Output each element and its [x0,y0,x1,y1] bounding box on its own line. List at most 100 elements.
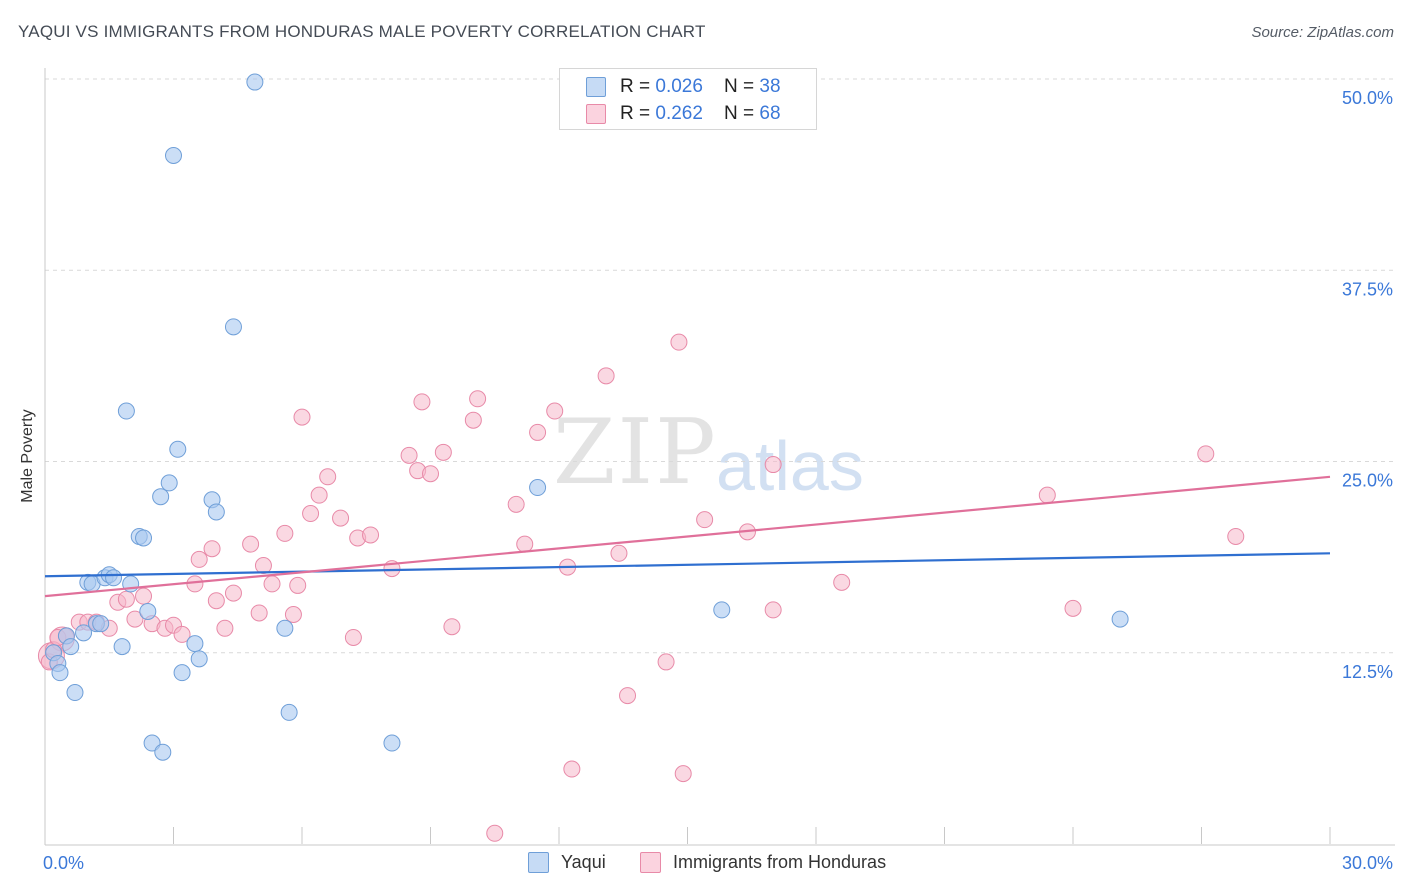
legend-honduras-label: Immigrants from Honduras [673,852,887,872]
data-point [284,606,302,623]
data-point [92,615,110,633]
stats-legend: R = 0.026 N = 38 R = 0.262 N = 68 [559,68,817,130]
data-point [51,664,69,682]
data-point [224,318,242,336]
data-point [400,446,418,464]
data-point [362,526,380,544]
y-axis-label: Male Poverty [19,409,36,503]
data-point [105,569,123,587]
chart-title: YAQUI VS IMMIGRANTS FROM HONDURAS MALE P… [18,22,706,41]
data-point [75,624,93,642]
data-point [190,650,208,668]
data-point [169,440,187,458]
data-point [1038,486,1056,504]
data-point [250,604,268,622]
data-point [117,402,135,420]
x-tick-label: 30.0% [1342,853,1393,873]
data-point [203,540,221,558]
data-point [764,601,782,619]
data-point [1227,527,1245,545]
data-point [160,474,178,492]
data-point [443,618,461,636]
data-point [516,535,534,553]
data-point [224,584,242,602]
data-point [117,590,135,608]
data-point [670,333,688,351]
yaqui-n-label: N = [724,76,760,97]
tick-labels: 12.5% 25.0% 37.5% 50.0% 0.0% 30.0% [43,88,1393,873]
yaqui-swatch [586,77,606,97]
data-point [254,557,272,575]
data-point [152,488,170,506]
data-point [383,734,401,752]
data-point [62,638,80,656]
data-point [422,465,439,483]
series-yaqui-points [45,73,1129,761]
data-point [293,408,311,426]
data-point [186,575,204,593]
data-point [173,625,191,643]
data-point [486,824,504,842]
data-point [696,511,714,529]
data-point [1197,445,1215,463]
watermark-zip: ZIP [553,400,718,505]
axes [44,68,1395,846]
legend-yaqui-swatch [528,852,549,873]
series-honduras-points [37,333,1245,842]
data-point [469,390,487,408]
legend-item-honduras: Immigrants from Honduras [640,852,886,873]
data-point [319,468,337,486]
data-point [413,393,431,411]
honduras-r-label: R = [620,103,656,124]
data-point [1064,599,1082,617]
data-point [1111,610,1129,628]
data-point [619,687,637,705]
data-point [310,486,328,504]
honduras-n-label: N = [724,103,760,124]
data-point [66,684,84,702]
data-point [464,411,482,429]
legend-honduras-swatch [640,852,661,873]
data-point [529,423,547,441]
yaqui-n-value: 38 [759,76,781,97]
data-point [610,544,628,562]
data-point [657,653,675,671]
honduras-r-value: 0.262 [655,103,703,124]
data-point [186,635,204,653]
data-point [207,503,225,521]
yaqui-r-label: R = [620,76,656,97]
y-tick-label: 12.5% [1342,662,1393,682]
data-point [246,73,264,91]
data-point [126,610,144,628]
data-point [597,367,615,385]
data-point [674,765,692,783]
data-point [263,575,281,593]
data-point [113,638,131,656]
data-point [434,443,452,461]
data-point [135,529,153,547]
honduras-n-value: 68 [759,103,781,124]
trend-line-honduras [44,475,1331,598]
data-point [139,602,157,620]
y-tick-label: 25.0% [1342,471,1393,491]
data-point [276,524,294,542]
data-point [833,573,851,591]
legend-item-yaqui: Yaqui [528,852,606,873]
data-point [332,509,350,527]
x-tick-label: 0.0% [43,853,84,873]
y-tick-label: 37.5% [1342,279,1393,299]
source-label: Source: ZipAtlas.com [1251,24,1394,41]
trend-line-yaqui [44,552,1331,578]
trend-lines [44,475,1331,598]
y-tick-label: 50.0% [1342,88,1393,108]
data-point [344,628,362,646]
data-point [207,592,225,610]
data-point [546,402,564,420]
data-point [165,147,182,164]
data-point [242,535,260,553]
data-point [190,550,208,568]
data-point [216,619,234,637]
yaqui-r-value: 0.026 [655,76,703,97]
watermark-atlas: atlas [716,427,864,505]
